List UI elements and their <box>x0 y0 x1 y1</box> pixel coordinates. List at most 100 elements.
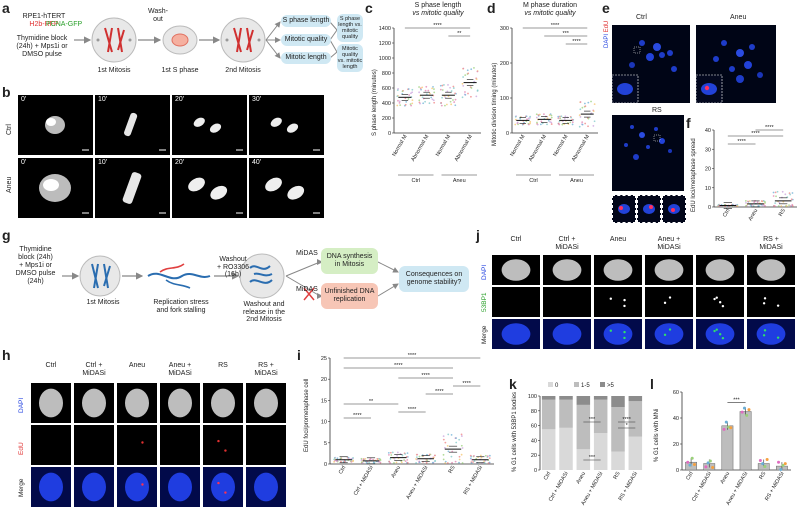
data-point <box>753 201 756 204</box>
data-point <box>333 457 336 459</box>
panel-j-53bp1-2 <box>543 287 591 317</box>
data-point <box>547 119 550 122</box>
data-point <box>529 122 531 125</box>
data-point <box>790 198 793 201</box>
replicate-point <box>758 458 762 462</box>
data-point <box>379 461 381 463</box>
panel-e-ctrl-image <box>612 25 690 103</box>
x-tick-label: Normal M <box>435 134 452 158</box>
data-point <box>388 460 391 463</box>
panel-h-merge-4 <box>160 467 200 507</box>
significance-label: **** <box>751 131 760 137</box>
data-point <box>784 193 787 196</box>
stacked-bar-segment <box>541 396 556 400</box>
data-point <box>458 455 461 458</box>
data-point <box>473 455 475 457</box>
panel-b-ctrl-time-3: 20' <box>175 96 185 103</box>
data-point <box>368 458 371 461</box>
data-point <box>791 205 794 207</box>
replicate-point <box>783 462 787 466</box>
panel-label-c: c <box>365 0 373 16</box>
panel-g-red-box: Unfinished DNA replication <box>321 283 378 309</box>
data-point <box>424 89 427 92</box>
panel-h-edu-3 <box>117 425 157 465</box>
data-point <box>418 91 421 94</box>
x-tick-label: RS <box>448 465 457 475</box>
data-point <box>339 457 342 460</box>
panel-h-edu-5 <box>203 425 243 465</box>
data-point <box>455 441 458 444</box>
y-tick-label: 800 <box>382 71 391 77</box>
panel-h-col-header-6: RS + MiDASi <box>254 362 278 377</box>
panel-label-k: k <box>509 376 517 392</box>
panel-j-dapi-2 <box>543 255 591 285</box>
data-point <box>415 456 418 458</box>
data-point <box>488 457 491 460</box>
data-point <box>433 91 436 94</box>
x-tick-label: Abnormal M <box>454 134 474 163</box>
stage-1st-mitosis: 1st Mitosis <box>97 67 131 74</box>
data-point <box>475 78 478 80</box>
data-point <box>470 68 473 71</box>
y-tick-label: 100 <box>528 394 537 400</box>
y-tick-label: 20 <box>321 377 327 383</box>
y-tick-label: 10 <box>705 186 711 192</box>
y-tick-label: 0 <box>506 131 509 137</box>
data-point <box>760 200 763 202</box>
data-point <box>460 433 463 436</box>
data-point <box>776 190 779 193</box>
data-point <box>352 456 354 459</box>
y-tick-label: 15 <box>321 398 327 404</box>
data-point <box>350 457 353 460</box>
bar <box>721 425 734 471</box>
data-point <box>557 117 560 120</box>
panel-label-a: a <box>2 0 10 16</box>
panel-j-53bp1-5 <box>696 287 744 317</box>
data-point <box>581 106 584 109</box>
panel-e-stain-label: DAPI EdU <box>604 20 610 48</box>
data-point <box>343 460 346 463</box>
data-point <box>419 102 421 105</box>
data-point <box>744 200 747 202</box>
data-point <box>444 441 447 444</box>
y-tick-label: 600 <box>382 86 391 92</box>
y-tick-label: 5 <box>324 441 327 447</box>
panel-d-subtitle: vs mitotic quality <box>524 10 576 17</box>
stacked-bar-segment <box>576 396 591 405</box>
data-point <box>789 193 791 196</box>
data-point <box>464 93 467 96</box>
panel-g-green-box: DNA synthesis in Mitosis <box>321 248 378 274</box>
data-point <box>781 196 783 199</box>
significance-label: **** <box>421 373 430 379</box>
measure-mitotic-quality: Mitotic quality <box>281 34 331 46</box>
data-point <box>352 460 354 463</box>
data-point <box>579 101 582 103</box>
stacked-bar-segment <box>559 399 573 428</box>
replicate-point <box>688 463 692 467</box>
data-point <box>399 104 402 107</box>
panel-h-row-label-2: EdU <box>18 442 25 455</box>
data-point <box>442 458 445 461</box>
data-point <box>360 461 363 464</box>
data-point <box>736 203 739 206</box>
stacked-bar-segment <box>593 433 608 470</box>
data-point <box>450 433 453 436</box>
data-point <box>571 121 574 124</box>
bar <box>739 411 752 471</box>
data-point <box>563 117 566 120</box>
replicate-point <box>711 465 715 469</box>
data-point <box>529 120 532 123</box>
x-tick-label: Normal M <box>391 134 408 158</box>
panel-b-aneu-time-2: 10' <box>98 159 108 166</box>
panel-b-ctrl-time-4: 30' <box>252 96 262 103</box>
panel-j-dapi-5 <box>696 255 744 285</box>
data-point <box>593 103 596 106</box>
stacked-bar-segment <box>611 396 625 408</box>
data-point <box>775 195 777 198</box>
significance-label: **** <box>462 381 471 387</box>
y-tick-label: 300 <box>500 26 509 32</box>
data-point <box>538 113 541 116</box>
data-point <box>432 85 434 88</box>
panel-j-col-header-5: RS <box>715 236 725 243</box>
